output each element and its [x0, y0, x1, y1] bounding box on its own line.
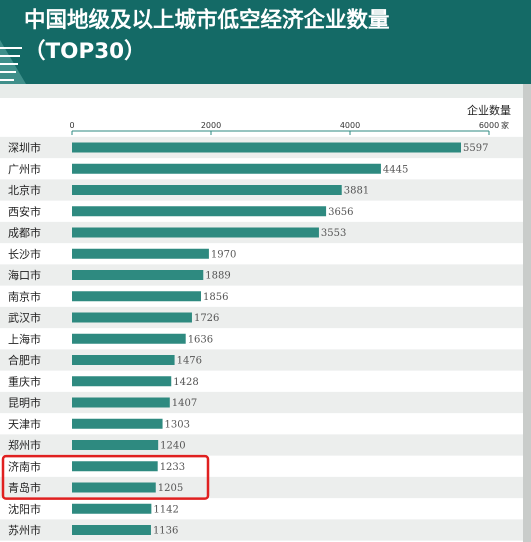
bar	[72, 525, 151, 535]
value-label: 1142	[153, 504, 178, 515]
bar	[72, 418, 163, 429]
value-label: 3553	[321, 228, 346, 239]
highlight-box	[1, 454, 210, 500]
axis-label: 企业数量	[467, 103, 511, 117]
value-label: 5597	[463, 143, 488, 154]
value-label: 1970	[211, 249, 236, 260]
row-band	[0, 519, 523, 541]
row-band	[0, 391, 523, 414]
value-label: 1303	[165, 419, 190, 430]
row-band	[0, 349, 523, 371]
value-label: 1856	[203, 292, 228, 303]
value-label: 3881	[344, 186, 369, 197]
category-label: 武汉市	[8, 311, 41, 325]
category-label: 长沙市	[8, 247, 41, 261]
tick-label-2: 4000	[340, 121, 360, 130]
category-label: 上海市	[8, 332, 41, 346]
value-label: 1889	[205, 271, 230, 282]
category-label: 郑州市	[8, 438, 41, 452]
category-label: 苏州市	[8, 523, 41, 537]
unit-label: 家	[501, 120, 509, 130]
value-label: 1233	[160, 462, 185, 473]
chart-title: 中国地级及以上城市低空经济企业数量 （TOP30）	[24, 8, 390, 64]
category-label: 沈阳市	[8, 502, 41, 516]
bar	[72, 482, 156, 493]
value-label: 3656	[328, 207, 353, 218]
bar	[72, 227, 319, 238]
bar	[72, 461, 158, 472]
bar	[72, 291, 201, 302]
value-label: 1136	[153, 526, 178, 537]
bar	[72, 163, 381, 174]
bar	[72, 185, 342, 195]
value-label: 4445	[383, 164, 408, 175]
category-label: 昆明市	[8, 396, 41, 410]
bar	[72, 206, 327, 217]
header-shadow-band	[0, 84, 531, 98]
category-label: 西安市	[8, 204, 41, 218]
value-label: 1428	[173, 377, 198, 388]
value-label: 1407	[172, 398, 197, 409]
bar	[72, 248, 209, 259]
tick-label-1: 2000	[201, 121, 221, 130]
decorative-stripes	[0, 40, 26, 84]
bar	[72, 503, 152, 514]
highlight-rectangle	[1, 454, 210, 500]
bar	[72, 376, 172, 387]
bar	[72, 270, 204, 280]
category-label: 北京市	[8, 183, 41, 197]
row-band	[0, 476, 523, 499]
tick-label-0: 0	[69, 121, 74, 130]
page-edge	[523, 84, 531, 542]
value-label: 1476	[177, 356, 202, 367]
category-label: 重庆市	[8, 374, 41, 388]
category-label: 济南市	[8, 459, 41, 473]
category-label: 广州市	[8, 162, 41, 176]
bar	[72, 397, 170, 408]
category-label: 海口市	[8, 268, 41, 282]
x-axis-ticks: 0 2000 4000 6000	[69, 121, 499, 135]
bars: 深圳市 5597 广州市 4445 北京市 3881 西安市 3656 成都市 3553 长沙市 19…	[8, 141, 488, 538]
category-label: 成都市	[8, 226, 41, 240]
category-label: 深圳市	[8, 141, 41, 155]
category-label: 青岛市	[8, 481, 41, 495]
row-band	[0, 434, 523, 456]
bar	[72, 333, 186, 344]
bar	[72, 440, 159, 450]
value-label: 1205	[158, 483, 183, 494]
bar	[72, 312, 192, 323]
bar	[72, 355, 175, 365]
category-label: 南京市	[8, 289, 41, 303]
value-label: 1636	[188, 334, 213, 345]
row-band	[0, 306, 523, 329]
category-label: 天津市	[8, 417, 41, 431]
value-label: 1240	[160, 441, 185, 452]
tick-label-3: 6000	[479, 121, 499, 130]
category-label: 合肥市	[8, 353, 41, 367]
title-banner: 中国地级及以上城市低空经济企业数量 （TOP30）	[0, 0, 531, 84]
value-label: 1726	[194, 313, 219, 324]
bar	[72, 142, 461, 153]
row-band	[0, 264, 523, 286]
